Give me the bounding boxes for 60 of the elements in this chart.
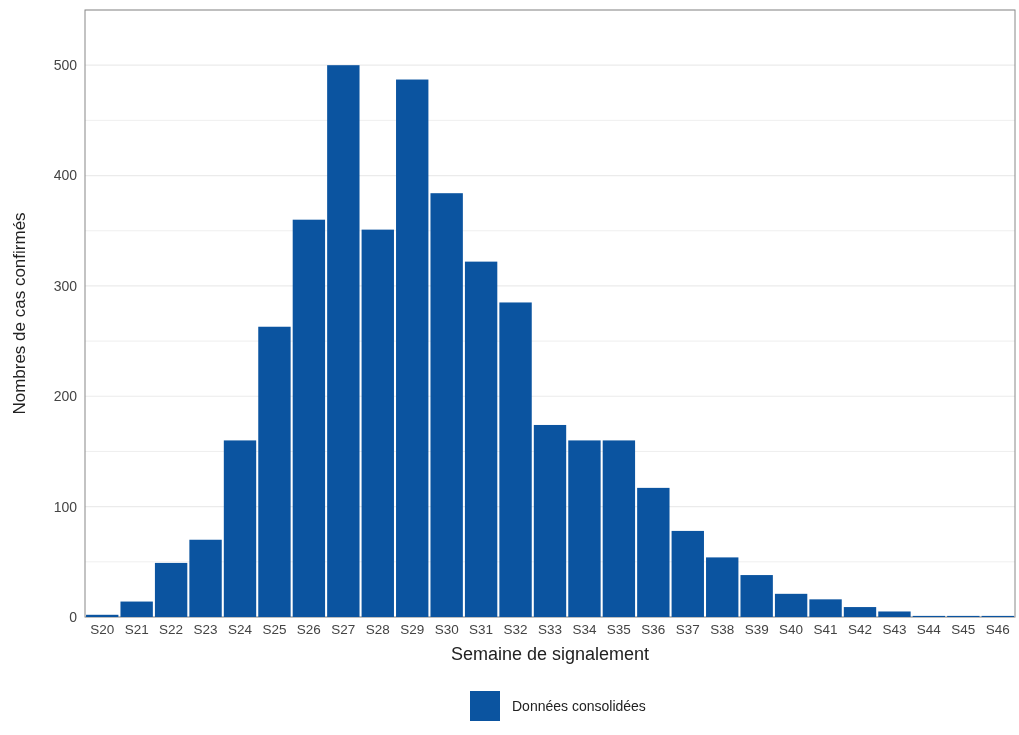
- x-tick-label: S46: [985, 622, 1010, 637]
- x-tick-label: S38: [710, 622, 735, 637]
- x-tick-label: S32: [503, 622, 528, 637]
- bar: [499, 302, 532, 617]
- bar: [327, 65, 360, 617]
- bar: [258, 326, 291, 617]
- bar: [533, 424, 567, 617]
- y-tick-label: 300: [53, 277, 78, 294]
- x-tick-label: S26: [296, 622, 321, 637]
- bar: [223, 440, 257, 617]
- bar: [430, 193, 463, 617]
- x-tick-label: S30: [434, 622, 459, 637]
- bar: [189, 539, 222, 617]
- x-tick-label: S20: [90, 622, 115, 637]
- x-tick-label: S40: [779, 622, 804, 637]
- bar: [774, 593, 808, 617]
- x-tick-label: S39: [744, 622, 769, 637]
- bar: [568, 440, 601, 617]
- bar: [464, 261, 498, 617]
- bar: [86, 614, 119, 617]
- y-axis-title: Nombres de cas confirmés: [10, 212, 29, 415]
- x-tick-label: S41: [813, 622, 838, 637]
- bar: [396, 79, 429, 617]
- legend-label: Données consolidées: [512, 697, 646, 714]
- x-tick-label: S43: [882, 622, 907, 637]
- bar: [602, 440, 636, 617]
- x-tick-label: S21: [124, 622, 149, 637]
- bar: [843, 607, 877, 617]
- bar: [740, 575, 773, 617]
- y-tick-label: 500: [53, 57, 78, 74]
- x-tick-label: S24: [227, 622, 253, 637]
- x-tick-label: S45: [951, 622, 976, 637]
- bar: [671, 530, 704, 617]
- bar: [809, 599, 842, 617]
- x-tick-label: S33: [537, 622, 563, 637]
- y-tick-label: 100: [53, 498, 78, 515]
- bar: [154, 562, 188, 617]
- x-tick-label: S27: [331, 622, 356, 637]
- x-tick-label: S35: [606, 622, 631, 637]
- x-tick-label: S42: [847, 622, 873, 637]
- x-tick-label: S34: [572, 622, 597, 637]
- x-tick-label: S29: [400, 622, 425, 637]
- x-tick-label: S44: [916, 622, 942, 637]
- x-tick-label: S22: [159, 622, 184, 637]
- bar: [637, 487, 670, 617]
- bar: [706, 557, 739, 617]
- bar: [120, 601, 153, 617]
- x-axis-title: Semaine de signalement: [450, 644, 650, 664]
- x-tick-label: S28: [365, 622, 390, 637]
- y-tick-label: 0: [69, 608, 78, 625]
- bar: [292, 219, 326, 617]
- x-tick-label: S36: [641, 622, 666, 637]
- x-tick-label: S31: [469, 622, 494, 637]
- x-tick-label: S23: [193, 622, 218, 637]
- bar: [878, 611, 911, 617]
- x-tick-label: S25: [262, 622, 287, 637]
- x-tick-label: S37: [675, 622, 700, 637]
- bar: [361, 229, 394, 617]
- y-tick-label: 400: [53, 167, 78, 184]
- y-tick-label: 200: [53, 388, 78, 405]
